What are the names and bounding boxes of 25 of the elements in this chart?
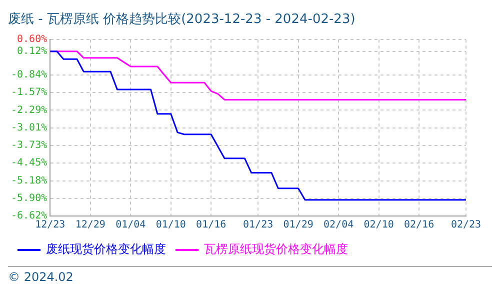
y-tick-label: -0.84%: [11, 69, 48, 80]
y-tick-label: -3.01%: [11, 122, 48, 134]
x-tick-label: 02/10: [364, 220, 394, 231]
y-tick-label: -5.18%: [11, 175, 48, 186]
y-tick-label: 0.12%: [17, 46, 48, 57]
y-tick-label: 0.60%: [17, 34, 48, 46]
x-tick-label: 01/10: [156, 220, 186, 231]
y-tick-label: -2.29%: [11, 104, 48, 116]
text: © 2024.02: [8, 270, 74, 284]
chart-title: 废纸 - 瓦楞原纸 价格趋势比较(2023-12-23 - 2024-02-23): [8, 12, 356, 28]
x-tick-label: 12/29: [75, 220, 106, 231]
y-tick-label: -1.57%: [11, 87, 48, 98]
x-tick-label: 02/23: [450, 220, 482, 231]
legend-label: 废纸现货价格变化幅度: [46, 242, 166, 256]
x-tick-label: 12/23: [35, 220, 66, 231]
x-tick-label: 01/16: [196, 220, 226, 231]
legend-label: 瓦楞原纸现货价格变化幅度: [204, 242, 348, 256]
x-tick-label: 02/04: [324, 220, 354, 231]
x-tick-label: 01/23: [243, 220, 274, 231]
y-tick-label: -5.90%: [11, 193, 48, 204]
x-tick-label: 01/04: [116, 220, 146, 231]
x-tick-label: 01/29: [283, 220, 314, 231]
y-tick-label: -3.73%: [11, 140, 48, 151]
y-tick-label: -4.45%: [11, 158, 48, 169]
x-tick-label: 02/16: [404, 220, 434, 231]
